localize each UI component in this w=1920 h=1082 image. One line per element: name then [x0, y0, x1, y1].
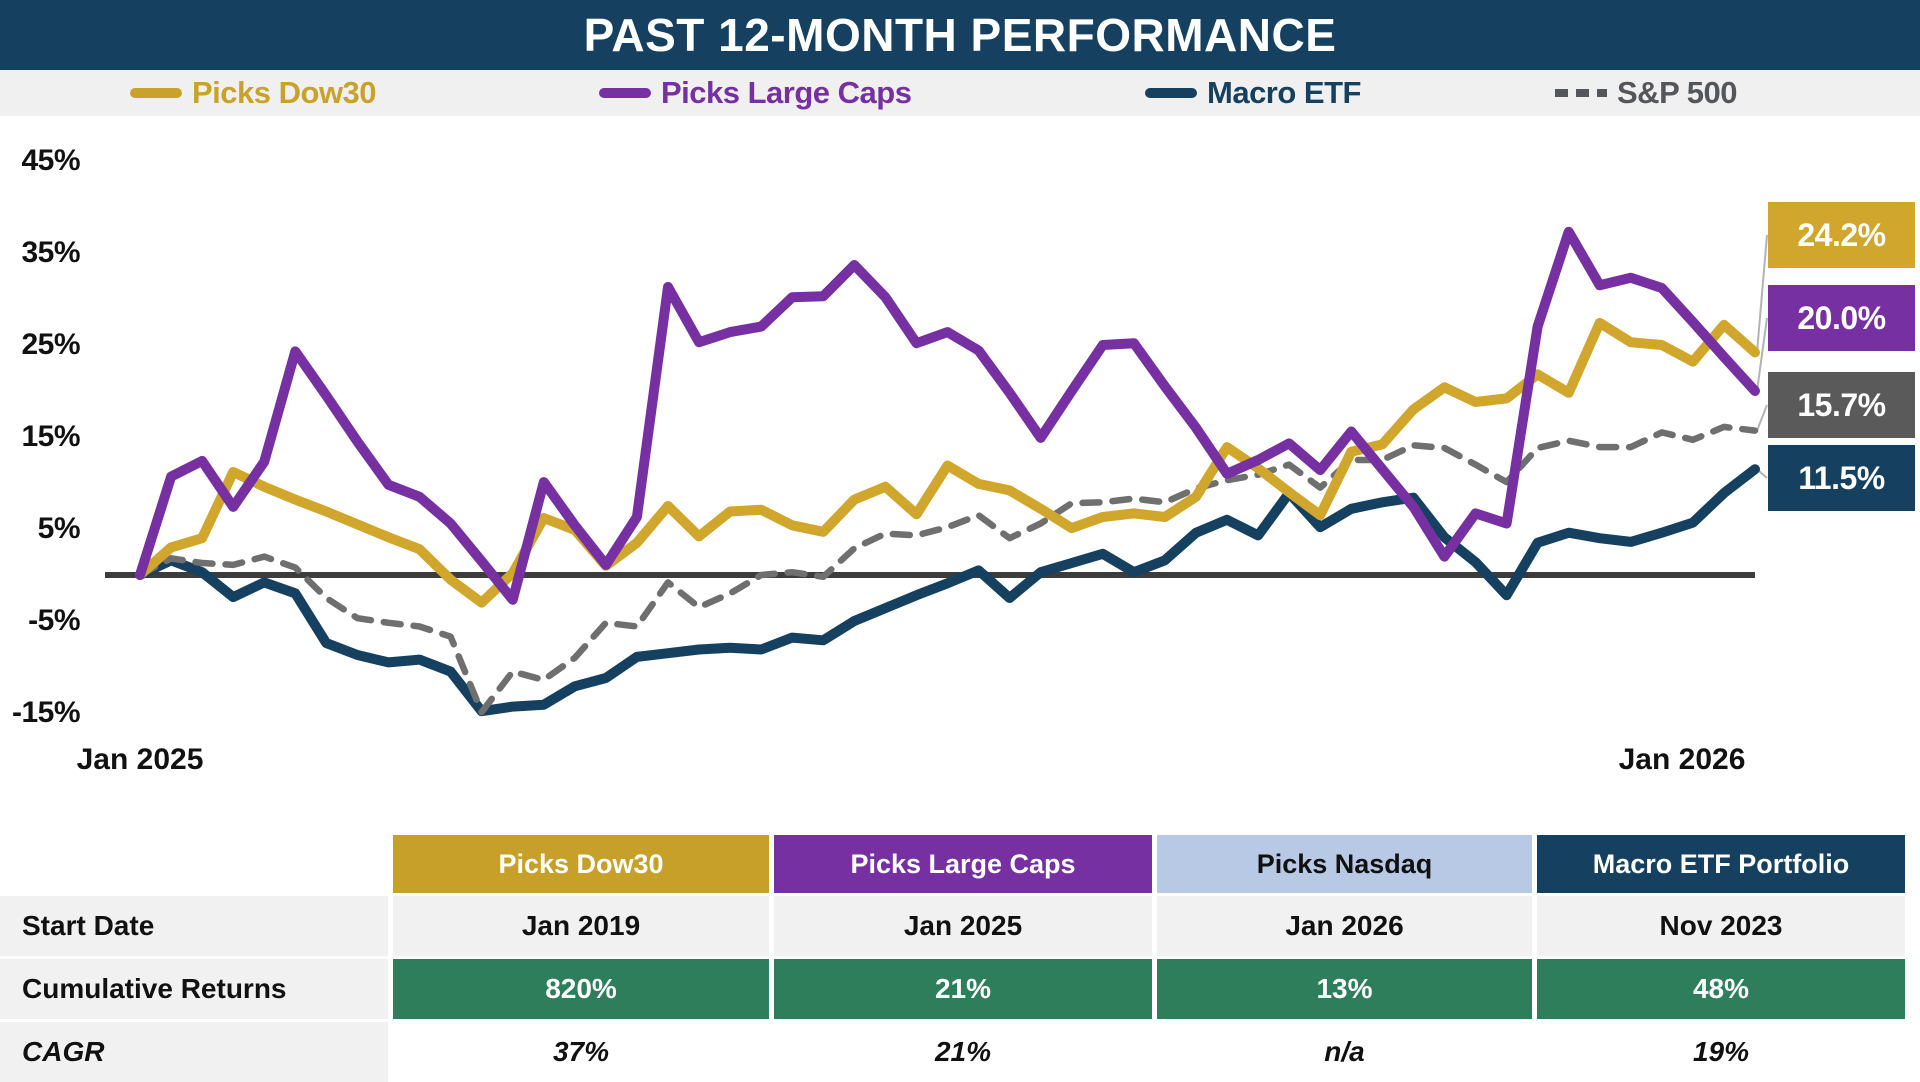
- legend-item-picks-dow30: Picks Dow30: [130, 70, 377, 116]
- legend-item-macro-etf: Macro ETF: [1145, 70, 1361, 116]
- page-title: PAST 12-MONTH PERFORMANCE: [583, 9, 1337, 61]
- table-header-picks-large-caps: Picks Large Caps: [774, 835, 1152, 893]
- table-cell: 19%: [1537, 1022, 1905, 1082]
- legend: Picks Dow30 Picks Large Caps Macro ETF S&P …: [0, 70, 1920, 116]
- end-label-connectors: [1756, 234, 1768, 479]
- table-cell: 21%: [774, 1022, 1152, 1082]
- legend-label: Picks Dow30: [192, 75, 377, 110]
- end-value-label-macro-etf: 11.5%: [1768, 445, 1915, 511]
- y-axis-tick: -15%: [11, 696, 81, 729]
- legend-label: S&P 500: [1617, 75, 1738, 110]
- legend-label: Picks Large Caps: [661, 75, 912, 110]
- table-row-label-start-date: Start Date: [0, 896, 388, 956]
- y-axis-tick: 5%: [37, 512, 81, 545]
- series-line-macro-etf: [135, 464, 1760, 717]
- series-line-picks-large-caps: [135, 226, 1760, 605]
- table-row-label-cumulative-returns: Cumulative Returns: [0, 959, 388, 1019]
- table-cell: Nov 2023: [1537, 896, 1905, 956]
- table-header-macro-etf-portfolio: Macro ETF Portfolio: [1537, 835, 1905, 893]
- y-axis-tick: 15%: [21, 420, 80, 453]
- table-cell: Jan 2019: [393, 896, 769, 956]
- end-label-connector: [1756, 234, 1768, 353]
- table-cell: 37%: [393, 1022, 769, 1082]
- y-axis-tick: 45%: [21, 144, 80, 177]
- legend-item-picks-large-caps: Picks Large Caps: [599, 70, 912, 116]
- table-cell: Jan 2025: [774, 896, 1152, 956]
- end-value-label-s-p-500: 15.7%: [1768, 372, 1915, 438]
- x-axis-label-end: Jan 2026: [1618, 743, 1746, 776]
- legend-swatch-icon: [1145, 88, 1197, 98]
- y-axis-tick: 25%: [21, 328, 80, 361]
- table-cell: 21%: [774, 959, 1152, 1019]
- series-line-picks-dow30: [135, 317, 1760, 608]
- end-value-label-picks-large-caps: 20.0%: [1768, 285, 1915, 351]
- title-bar: PAST 12-MONTH PERFORMANCE: [0, 0, 1920, 70]
- legend-item-s-p-500: S&P 500: [1555, 70, 1738, 116]
- table-cell: Jan 2026: [1157, 896, 1532, 956]
- table-header-picks-nasdaq: Picks Nasdaq: [1157, 835, 1532, 893]
- y-axis-tick: 35%: [21, 236, 80, 269]
- table-corner-cell: [0, 835, 388, 893]
- legend-swatch-icon: [599, 88, 651, 98]
- table-cell: 48%: [1537, 959, 1905, 1019]
- series-line-s-p-500: [136, 423, 1759, 716]
- legend-swatch-icon: [1555, 89, 1607, 97]
- y-axis-tick: -5%: [28, 604, 80, 637]
- table-row-label-cagr: CAGR: [0, 1022, 388, 1082]
- legend-label: Macro ETF: [1207, 75, 1361, 110]
- table-cell: 13%: [1157, 959, 1532, 1019]
- series-lines: [135, 226, 1760, 717]
- table-cell: n/a: [1157, 1022, 1532, 1082]
- end-value-label-picks-dow30: 24.2%: [1768, 202, 1915, 268]
- table-cell: 820%: [393, 959, 769, 1019]
- summary-table: Picks Dow30 Picks Large Caps Picks Nasdaq M…: [0, 835, 1905, 1082]
- x-axis-label-start: Jan 2025: [76, 743, 204, 776]
- table-header-picks-dow30: Picks Dow30: [393, 835, 769, 893]
- legend-swatch-icon: [130, 88, 182, 98]
- end-label-connector: [1756, 404, 1768, 431]
- end-label-connector: [1756, 317, 1768, 392]
